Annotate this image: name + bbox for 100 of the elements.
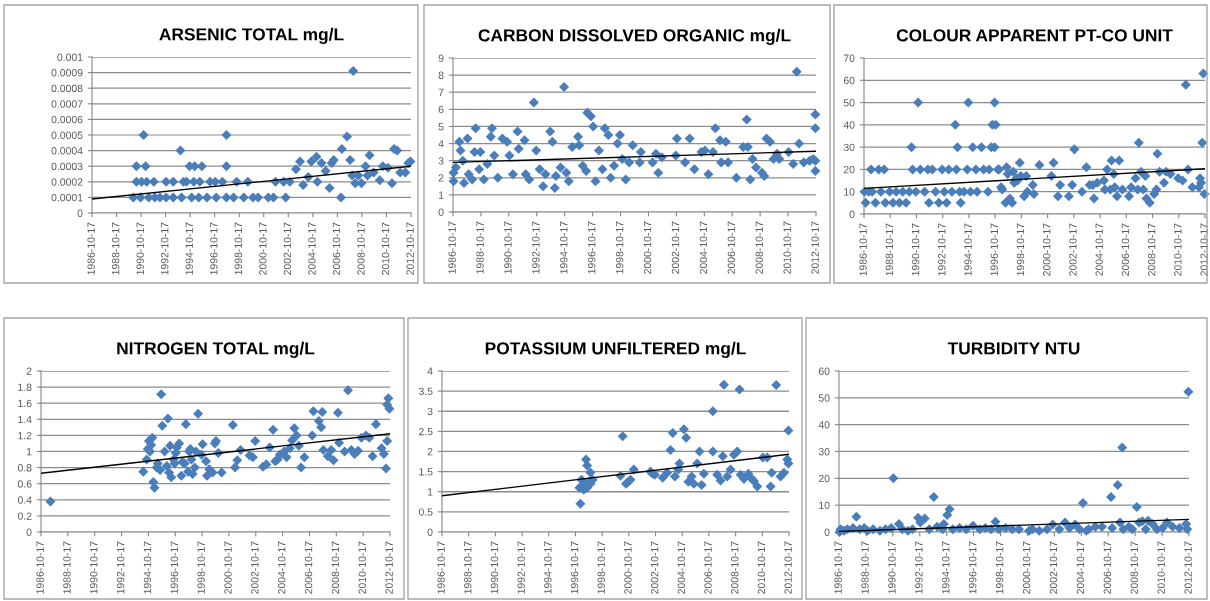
y-tick-label: 2 [26,367,32,375]
x-tick-label: 1994-10-17 [544,541,552,594]
y-tick-label: 1.8 [18,383,32,391]
x-tick-label: 2000-10-17 [224,541,232,594]
x-tick-label: 1986-10-17 [834,541,842,594]
x-tick-label: 1996-10-17 [570,541,579,594]
x-tick-label: 2002-10-17 [283,222,292,275]
y-tick-label: 0.2 [17,512,32,520]
y-tick-label: 0 [849,210,855,218]
y-tick-label: 60 [843,76,855,85]
x-tick-label: 1988-10-17 [63,541,71,594]
y-tick-label: 20 [818,474,830,483]
x-tick-label: 2006-10-17 [1121,223,1130,276]
x-tick-label: 1998-10-17 [597,541,605,594]
x-tick-label: 1986-10-17 [859,223,867,276]
x-tick-label: 1986-10-17 [448,221,456,274]
y-tick-label: 70 [843,54,855,62]
x-tick-label: 2010-10-17 [757,541,766,594]
x-tick-label: 2010-10-17 [381,222,390,275]
x-tick-label: 1992-10-17 [532,221,540,274]
x-tick-label: 1996-10-17 [588,221,596,274]
x-tick-label: 1994-10-17 [964,223,972,276]
y-tick-label: 20 [843,165,855,174]
y-tick-label: 0 [26,528,32,536]
y-tick-label: 30 [843,143,855,152]
x-tick-label: 1994-10-17 [185,222,193,275]
x-tick-label: 2008-10-17 [1130,541,1138,594]
y-tick-label: 50 [818,394,830,402]
x-tick-label: 2000-10-17 [259,222,267,275]
y-tick-label: 2 [438,174,444,182]
y-tick-label: 7 [438,88,444,96]
x-tick-label: 1998-10-17 [1016,223,1025,276]
y-tick-label: 2.5 [419,427,433,436]
x-tick-label: 1986-10-17 [36,541,44,594]
x-tick-label: 1990-10-17 [504,221,512,274]
x-tick-label: 2012-10-17 [1200,223,1208,276]
x-tick-label: 1998-10-17 [234,222,243,275]
x-tick-label: 2002-10-17 [1049,541,1058,594]
x-tick-label: 2004-10-17 [1095,223,1103,276]
y-tick-label: 1.6 [18,399,32,408]
x-tick-label: 1998-10-17 [995,541,1004,594]
x-tick-label: 1998-10-17 [197,541,205,594]
x-tick-label: 2008-10-17 [731,541,739,594]
y-tick-label: 0.4 [17,496,32,504]
y-tick-label: 1 [438,191,444,199]
x-tick-label: 2012-10-17 [811,221,819,274]
y-tick-label: 3.5 [418,387,433,395]
y-tick-label: 8 [438,71,444,79]
x-tick-label: 2012-10-17 [784,541,792,594]
y-tick-label: 0.8 [17,464,32,472]
x-tick-label: 1986-10-17 [437,541,445,594]
y-tick-label: 3 [438,157,444,165]
y-tick-label: 0.0005 [51,131,83,139]
x-tick-label: 2010-10-17 [1174,223,1182,276]
chart-title: NITROGEN TOTAL mg/L [117,341,315,359]
chart-title: ARSENIC TOTAL mg/L [159,27,344,45]
x-tick-label: 1990-10-17 [911,223,920,276]
y-tick-label: 1 [427,488,433,496]
y-tick-label: 0.0002 [51,178,83,186]
y-tick-label: 0.6 [17,480,32,488]
x-tick-label: 2002-10-17 [671,221,680,274]
x-tick-label: 2008-10-17 [331,541,340,594]
x-tick-label: 2000-10-17 [1022,541,1031,594]
y-tick-label: 10 [819,501,830,510]
x-tick-label: 1988-10-17 [111,222,120,275]
y-tick-label: 1.4 [18,415,32,424]
y-tick-label: 50 [843,99,855,107]
y-tick-label: 0 [77,209,83,217]
y-tick-label: 6 [438,105,444,114]
x-tick-label: 2004-10-17 [308,222,316,275]
x-tick-label: 1988-10-17 [464,541,472,594]
y-tick-label: 30 [818,448,830,456]
y-tick-label: 0.0003 [51,162,83,171]
chart-title: COLOUR APPARENT PT-CO UNIT [896,29,1173,42]
y-tick-label: 0.0007 [51,100,83,108]
x-tick-label: 1988-10-17 [861,541,869,594]
x-tick-label: 2000-10-17 [624,541,632,594]
chart-title: POTASSIUM UNFILTERED mg/L [485,341,746,359]
x-tick-label: 2012-10-17 [406,222,414,275]
x-tick-label: 1994-10-17 [143,541,152,594]
x-tick-label: 2006-10-17 [304,541,313,594]
y-tick-label: 5 [438,123,444,131]
x-tick-label: 2008-10-17 [1147,223,1156,276]
x-tick-label: 1986-10-17 [87,222,95,275]
x-tick-label: 2008-10-17 [357,222,365,275]
y-tick-label: 0 [427,528,433,536]
y-tick-label: 0.5 [418,508,433,516]
x-tick-label: 1992-10-17 [938,223,946,276]
x-tick-label: 2004-10-17 [677,541,686,594]
x-tick-label: 1994-10-17 [560,221,568,274]
x-tick-label: 2006-10-17 [704,541,712,594]
y-tick-label: 1 [26,448,32,456]
x-tick-label: 1992-10-17 [161,222,169,275]
x-tick-label: 1990-10-17 [136,222,144,275]
y-tick-label: 9 [438,54,444,62]
y-tick-label: 60 [818,367,830,375]
x-tick-label: 1996-10-17 [990,223,998,276]
x-tick-label: 1992-10-17 [517,541,525,594]
x-tick-label: 1994-10-17 [942,541,950,594]
y-tick-label: 4 [427,367,433,375]
